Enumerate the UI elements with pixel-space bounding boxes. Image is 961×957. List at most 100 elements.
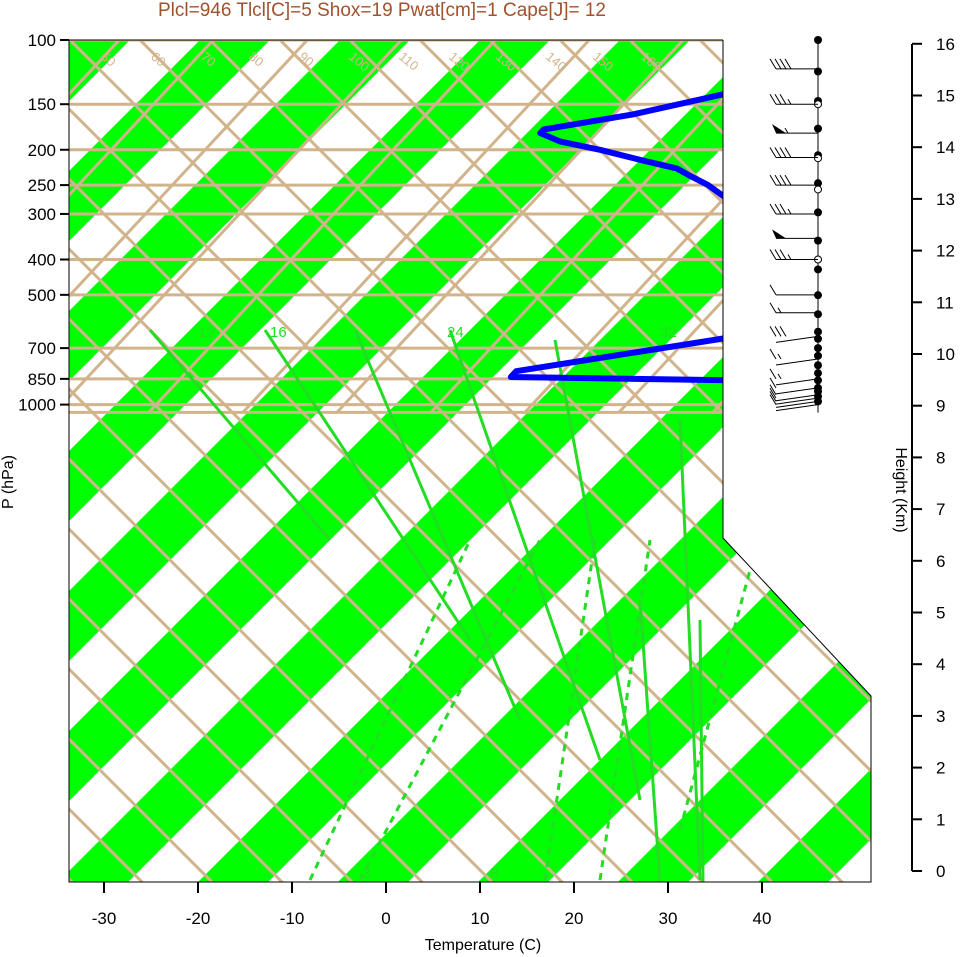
barb-full <box>784 147 792 158</box>
height-marker <box>814 124 822 133</box>
height-tick-label: 16 <box>936 35 955 54</box>
y-axis: 100 150 200 250 300 400 500 700 850 1000 <box>18 31 69 415</box>
barb-full <box>784 174 792 186</box>
height-marker <box>814 236 822 245</box>
height-tick-label: 10 <box>936 345 955 364</box>
dry-adiabat-line <box>69 456 495 882</box>
barb-full <box>774 174 782 186</box>
barb-full <box>769 387 777 399</box>
y-tick-label: 200 <box>28 141 56 160</box>
dry-adiabat-line <box>137 40 871 774</box>
barb-full <box>779 147 787 158</box>
dry-adiabat-line <box>277 40 871 634</box>
moist-adiabat-line <box>638 599 662 882</box>
x-tick-label: 20 <box>565 909 584 928</box>
barb-full <box>774 58 782 70</box>
barb-half <box>784 127 789 134</box>
dry-adiabat-line <box>69 106 845 882</box>
barb-full <box>769 377 777 389</box>
barb-half <box>777 353 782 360</box>
dry-adiabat-line <box>557 40 871 354</box>
barb-half <box>777 307 782 314</box>
barb-shaft <box>775 378 819 386</box>
barb-pennant <box>772 229 786 239</box>
mixing-ratio-line <box>543 539 597 881</box>
barb-half <box>777 373 782 380</box>
wind-barb <box>769 384 819 402</box>
barb-full <box>769 249 777 260</box>
barb-full <box>769 326 777 337</box>
barb-half <box>787 254 792 260</box>
moist-adiabat-line <box>148 329 332 541</box>
height-tick-label: 12 <box>936 242 955 261</box>
y-tick-label: 250 <box>28 176 56 195</box>
wind-barb <box>769 93 818 105</box>
height-axis-title: Height (Km) <box>892 447 909 532</box>
isotherm-line <box>335 40 685 414</box>
wind-barb <box>769 147 818 158</box>
wind-panel-background <box>723 40 871 882</box>
wind-barb <box>769 377 819 395</box>
wind-barb <box>769 203 818 215</box>
moist-adiabat-line <box>353 329 522 721</box>
wind-barb <box>769 284 818 296</box>
dry-adiabat-line <box>207 40 871 704</box>
x-tick-label: 40 <box>753 909 772 928</box>
y-tick-label: 1000 <box>18 396 56 415</box>
barb-full <box>769 58 777 70</box>
isotherm-line <box>69 40 121 97</box>
mixing-ratio-label: 3 <box>362 865 370 882</box>
x-tick-label: -20 <box>186 909 211 928</box>
height-tick-label: 4 <box>936 655 945 674</box>
barb-full <box>769 368 777 380</box>
y-tick-label: 300 <box>28 205 56 224</box>
wind-barb <box>769 302 818 314</box>
barb-full <box>779 249 787 260</box>
wind-barb <box>769 174 818 186</box>
dry-adiabat-line <box>69 386 565 882</box>
height-marker <box>814 67 822 76</box>
barb-full <box>779 174 787 186</box>
wind-barbs <box>769 36 822 413</box>
y-tick-label: 700 <box>28 339 56 358</box>
x-axis: -30 -20 -10 0 10 20 30 40 <box>69 881 871 928</box>
barb-full <box>769 147 777 158</box>
barb-shaft <box>775 358 819 366</box>
mixing-ratio-line <box>308 539 472 881</box>
height-tick-label: 14 <box>936 138 955 157</box>
height-marker <box>814 265 822 274</box>
barb-full <box>769 384 777 396</box>
height-tick-label: 15 <box>936 87 955 106</box>
barb-shaft <box>775 404 819 412</box>
isotherm-line <box>69 40 309 299</box>
height-tick-label: 11 <box>936 293 954 312</box>
y-tick-label: 100 <box>28 31 56 50</box>
barb-shaft <box>775 400 819 408</box>
dry-adiabat-line <box>69 316 635 882</box>
moist-adiabat-line <box>263 329 472 641</box>
barb-full <box>769 284 777 296</box>
barb-full <box>779 58 787 70</box>
barb-full <box>779 326 787 337</box>
wind-barb <box>769 368 819 386</box>
moist-adiabats <box>148 329 705 882</box>
height-tick-label: 13 <box>936 190 955 209</box>
wind-barb <box>769 326 819 343</box>
height-marker <box>814 208 822 217</box>
chart-title: Plcl=946 Tlcl[C]=5 Shox=19 Pwat[cm]=1 Ca… <box>158 0 606 21</box>
moist-adiabat-line <box>448 329 602 761</box>
wind-barb <box>769 58 818 70</box>
barb-full <box>769 391 777 402</box>
adiabat-band <box>758 769 871 882</box>
dry-adiabat-line <box>487 40 871 424</box>
y-tick-label: 400 <box>28 251 56 270</box>
height-marker <box>814 376 822 385</box>
height-marker-open <box>814 185 822 194</box>
mixing-ratio-label: 8 <box>490 865 498 882</box>
barb-shaft <box>775 397 819 405</box>
x-tick-label: 10 <box>471 909 490 928</box>
wind-barb <box>772 124 818 134</box>
isotherm-line <box>0 40 25 412</box>
